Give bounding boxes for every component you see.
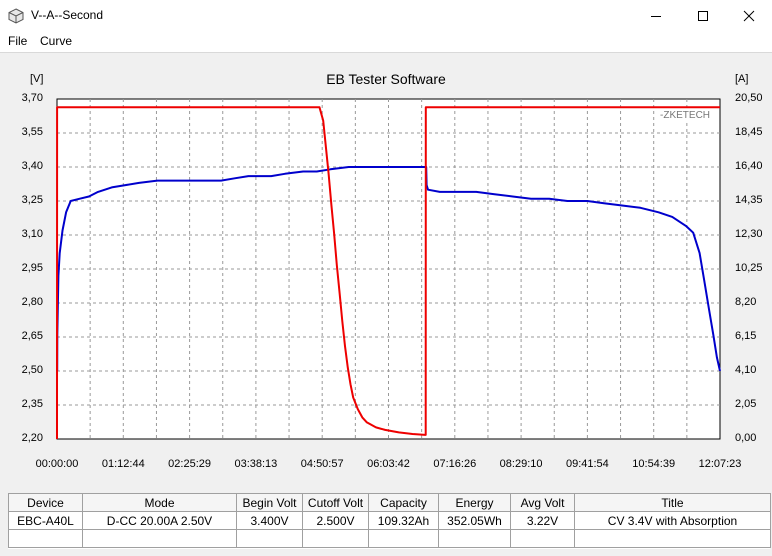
right-tick-label: 2,05 [735,398,757,410]
x-tick-label: 00:00:00 [35,458,79,470]
x-tick-label: 06:03:42 [367,458,410,470]
left-tick-label: 2,95 [21,262,43,274]
right-tick-label: 8,20 [735,296,757,308]
cell-cutoff-volt [302,529,369,548]
left-tick-label: 2,50 [21,364,43,376]
left-tick-label: 2,80 [21,296,43,308]
left-tick-label: 3,10 [21,228,43,240]
voltage-current-chart [56,98,721,440]
header-begin-volt[interactable]: Begin Volt [236,493,303,512]
left-tick-label: 3,55 [21,126,43,138]
maximize-button[interactable] [680,0,726,31]
right-axis-unit: [A] [735,73,749,85]
minimize-icon [651,15,661,17]
x-tick-label: 10:54:39 [632,458,676,470]
cell-device [8,529,83,548]
left-tick-label: 2,20 [21,432,43,444]
window-title: V--A--Second [31,8,104,22]
cell-begin-volt [236,529,303,548]
x-tick-label: 02:25:29 [168,458,212,470]
left-axis-unit: [V] [30,73,44,85]
x-tick-label: 04:50:57 [300,458,344,470]
x-tick-label: 12:07:23 [698,458,742,470]
watermark: -ZKETECH [660,110,711,121]
cell-energy [438,529,511,548]
right-tick-label: 20,50 [735,92,763,104]
current-series-line [56,106,720,440]
table-row[interactable] [8,529,771,548]
header-device[interactable]: Device [8,493,83,512]
voltage-series-line [56,166,721,372]
header-mode[interactable]: Mode [82,493,237,512]
right-tick-label: 0,00 [735,432,757,444]
grid-lines [57,99,720,439]
x-tick-label: 07:16:26 [433,458,477,470]
cell-mode [82,529,237,548]
header-cutoff-volt[interactable]: Cutoff Volt [302,493,369,512]
header-energy[interactable]: Energy [438,493,511,512]
chart-panel: EB Tester Software [V] [A] 3,70 3,55 3,40 3… [0,52,772,491]
cell-title: CV 3.4V with Absorption [574,511,771,530]
right-tick-label: 18,45 [735,126,763,138]
table-header-row: Device Mode Begin Volt Cutoff Volt Capacity E… [8,493,771,512]
cell-begin-volt: 3.400V [236,511,303,530]
left-tick-label: 2,35 [21,398,43,410]
cell-cutoff-volt: 2.500V [302,511,369,530]
menu-bar: File Curve [0,31,772,52]
table-row[interactable]: EBC-A40L D-CC 20.00A 2.50V 3.400V 2.500V 109… [8,511,771,530]
right-tick-label: 16,40 [735,160,763,172]
title-bar: V--A--Second [0,0,772,31]
right-tick-label: 10,25 [735,262,763,274]
left-tick-label: 3,25 [21,194,43,206]
x-tick-label: 09:41:54 [565,458,609,470]
cell-device: EBC-A40L [8,511,83,530]
x-tick-label: 03:38:13 [234,458,278,470]
menu-curve[interactable]: Curve [40,34,73,48]
close-icon [743,10,755,21]
right-tick-label: 14,35 [735,194,763,206]
results-table: Device Mode Begin Volt Cutoff Volt Capacity E… [8,493,771,549]
x-tick-label: 08:29:10 [499,458,543,470]
x-tick-label: 01:12:44 [101,458,145,470]
chart-title: EB Tester Software [326,71,446,87]
right-tick-label: 6,15 [735,330,757,342]
header-title[interactable]: Title [574,493,771,512]
right-tick-label: 12,30 [735,228,763,240]
minimize-button[interactable] [633,0,679,31]
cell-capacity [368,529,439,548]
header-capacity[interactable]: Capacity [368,493,439,512]
header-avg-volt[interactable]: Avg Volt [510,493,575,512]
menu-file[interactable]: File [8,34,28,48]
cell-avg-volt: 3.22V [510,511,575,530]
right-tick-label: 4,10 [735,364,757,376]
cell-title [574,529,771,548]
left-tick-label: 2,65 [21,330,43,342]
left-tick-label: 3,40 [21,160,43,172]
app-icon [8,8,24,24]
cell-capacity: 109.32Ah [368,511,439,530]
cell-mode: D-CC 20.00A 2.50V [82,511,237,530]
close-button[interactable] [726,0,772,31]
cell-energy: 352.05Wh [438,511,511,530]
cell-avg-volt [510,529,575,548]
maximize-icon [698,10,708,21]
left-tick-label: 3,70 [21,92,43,104]
chart-series [56,106,721,440]
